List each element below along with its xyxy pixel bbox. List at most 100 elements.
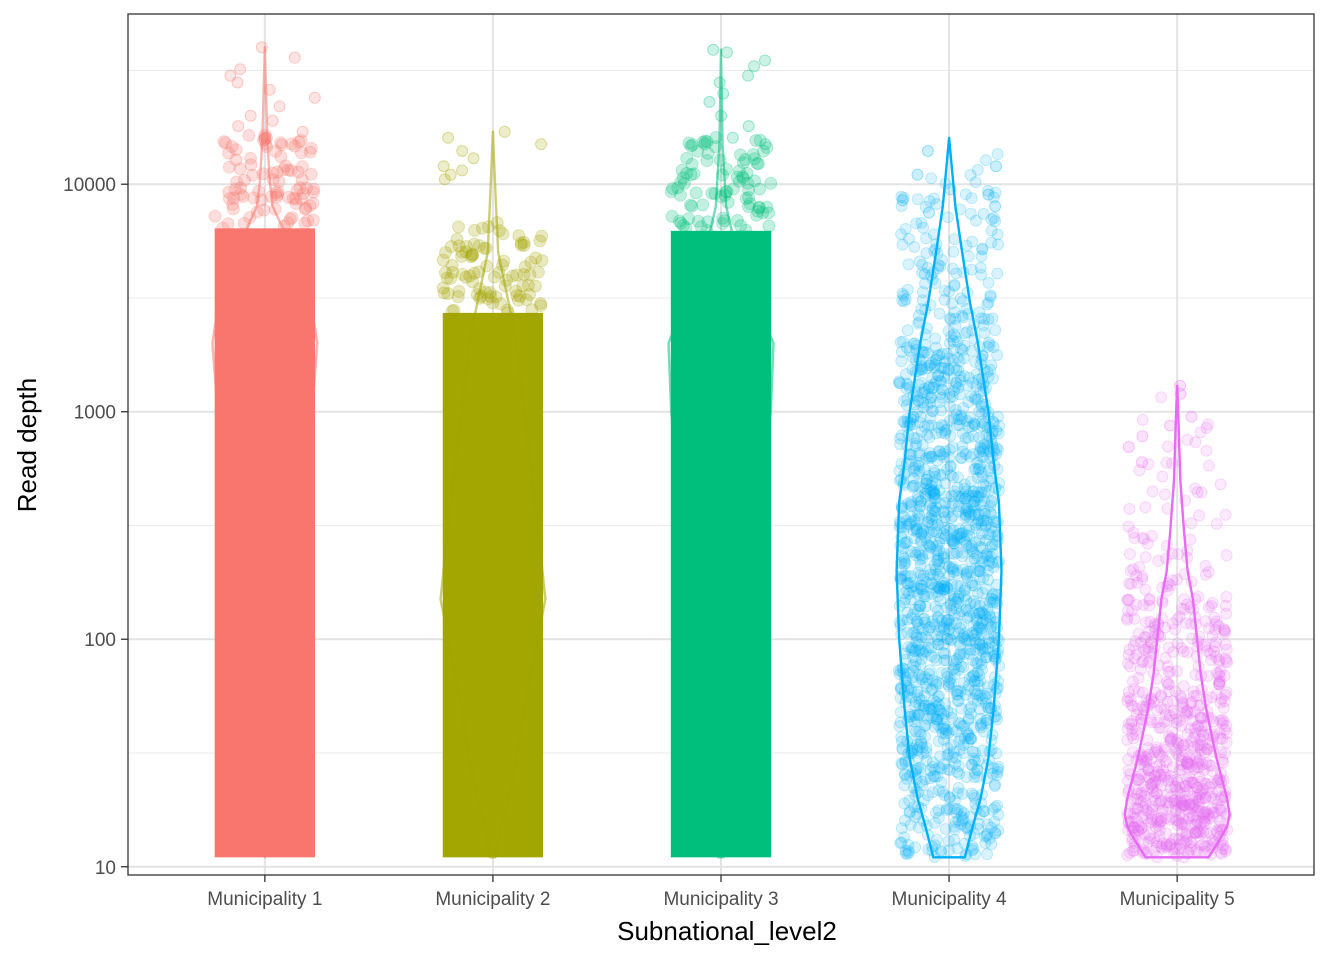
data-point: [979, 836, 992, 849]
data-point: [963, 411, 976, 424]
data-point: [753, 182, 767, 196]
data-point: [967, 668, 980, 681]
data-point: [948, 233, 961, 246]
outlier-point: [232, 120, 245, 133]
data-point: [922, 388, 935, 401]
data-point: [452, 239, 466, 253]
data-point: [948, 279, 961, 292]
data-point: [489, 290, 503, 304]
data-point: [919, 616, 932, 629]
data-point: [916, 362, 929, 375]
data-point: [298, 216, 312, 230]
data-point: [940, 601, 953, 614]
data-point: [973, 459, 986, 472]
data-point: [925, 450, 938, 463]
data-point: [304, 141, 318, 155]
data-point: [295, 173, 309, 187]
data-point: [912, 546, 925, 559]
data-point: [764, 176, 778, 190]
data-point: [939, 822, 952, 835]
data-point: [930, 806, 943, 819]
data-point: [925, 382, 938, 395]
data-point: [951, 567, 964, 580]
data-point: [914, 599, 927, 612]
data-point: [984, 289, 997, 302]
data-point: [1190, 650, 1203, 663]
data-point: [903, 666, 916, 679]
data-point: [920, 452, 933, 465]
data-point: [898, 558, 911, 571]
data-point: [916, 387, 929, 400]
data-point: [921, 398, 934, 411]
data-point: [676, 171, 690, 185]
data-point: [922, 539, 935, 552]
data-point: [900, 772, 913, 785]
data-point: [972, 514, 985, 527]
data-point: [928, 487, 941, 500]
data-point: [730, 214, 744, 228]
data-point: [974, 638, 987, 651]
data-point: [973, 621, 986, 634]
data-point: [925, 391, 938, 404]
data-point: [918, 699, 931, 712]
data-point: [516, 279, 530, 293]
data-point: [464, 250, 478, 264]
data-point: [1185, 517, 1198, 530]
data-point: [277, 163, 291, 177]
data-point: [989, 324, 1002, 337]
data-point: [974, 712, 987, 725]
y-tick-label: 10: [95, 858, 116, 879]
data-point: [976, 552, 989, 565]
data-point: [481, 292, 495, 306]
data-point: [928, 488, 941, 501]
data-point: [903, 805, 916, 818]
data-point: [951, 842, 964, 855]
data-point: [445, 304, 459, 318]
data-point: [907, 650, 920, 663]
data-point: [965, 475, 978, 488]
data-point: [963, 506, 976, 519]
data-point: [952, 760, 965, 773]
data-point: [904, 818, 917, 831]
data-point: [899, 222, 912, 235]
data-point: [928, 816, 941, 829]
data-point: [971, 695, 984, 708]
data-point: [450, 232, 464, 246]
data-point: [958, 719, 971, 732]
data-point: [947, 655, 960, 668]
data-point: [976, 541, 989, 554]
data-point: [459, 245, 473, 259]
data-point: [987, 191, 1000, 204]
data-point: [1151, 704, 1164, 717]
data-point: [950, 684, 963, 697]
data-point: [701, 146, 715, 160]
data-point: [1126, 604, 1139, 617]
data-point: [903, 232, 916, 245]
data-point: [984, 290, 997, 303]
data-point: [915, 216, 928, 229]
data-point: [954, 685, 967, 698]
data-point: [934, 361, 947, 374]
data-point: [928, 618, 941, 631]
data-point: [956, 631, 969, 644]
data-point: [919, 531, 932, 544]
data-point: [986, 589, 999, 602]
data-point: [944, 429, 957, 442]
data-point: [928, 467, 941, 480]
data-point: [682, 212, 696, 226]
data-point: [1175, 795, 1188, 808]
data-point: [952, 500, 965, 513]
data-point: [935, 426, 948, 439]
data-point: [907, 461, 920, 474]
data-point: [917, 613, 930, 626]
data-point: [677, 176, 691, 190]
data-point: [463, 269, 477, 283]
data-point: [968, 391, 981, 404]
data-point: [899, 847, 912, 860]
data-point: [932, 445, 945, 458]
data-point: [959, 188, 972, 201]
data-point: [902, 577, 915, 590]
data-point: [959, 485, 972, 498]
data-point: [956, 344, 969, 357]
data-point: [956, 311, 969, 324]
